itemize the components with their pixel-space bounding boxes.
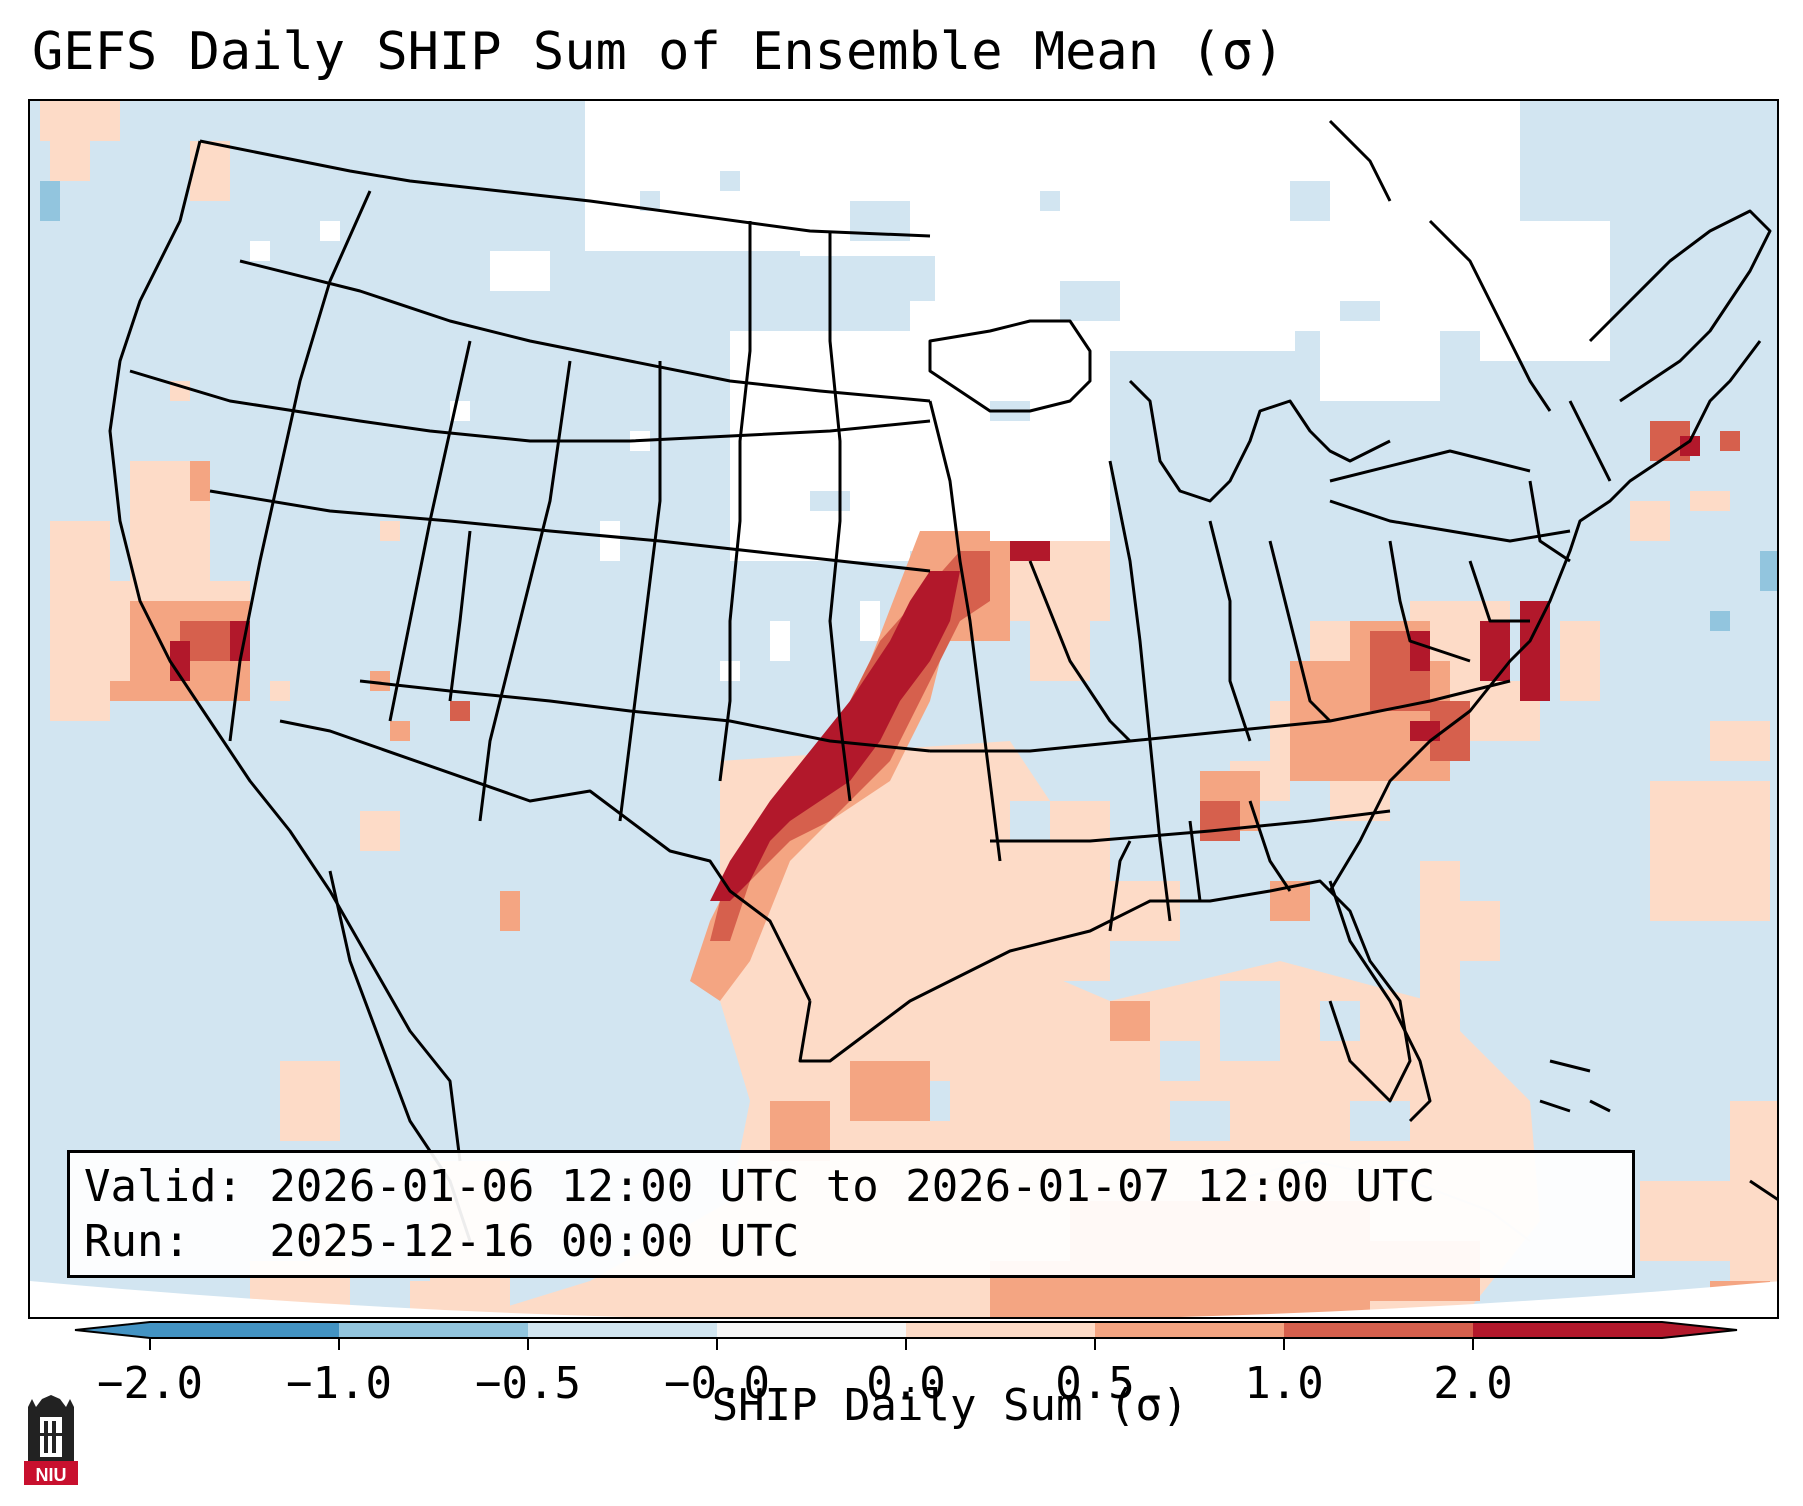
colorbar-outline (74, 1321, 1738, 1339)
colorbar-extend-high (1662, 1322, 1737, 1338)
colorbar-segment (1095, 1322, 1285, 1338)
colorbar-tick-label: −2.0 (97, 1358, 203, 1409)
valid-time-text: Valid: 2026-01-06 12:00 UTC to 2026-01-0… (84, 1161, 1436, 1212)
neutral-region (250, 101, 1610, 681)
colorbar-extend-low (75, 1322, 150, 1338)
colorbar-tick-label: −1.0 (286, 1358, 392, 1409)
colorbar-segment (528, 1322, 718, 1338)
colorbar-segment (1473, 1322, 1663, 1338)
colorbar-segment (1284, 1322, 1474, 1338)
run-time-text: Run: 2025-12-16 00:00 UTC (84, 1216, 800, 1267)
colorbar-tick-label: 1.0 (1244, 1358, 1324, 1409)
globe-edge (30, 1281, 1777, 1317)
colorbar-tick-label: −0.0 (664, 1358, 770, 1409)
colorbar-segment (150, 1322, 340, 1338)
map-title: GEFS Daily SHIP Sum of Ensemble Mean (σ) (32, 22, 1285, 82)
niu-logo: NIU (24, 1395, 78, 1485)
map-panel (28, 99, 1779, 1319)
valid-run-info-box: Valid: 2026-01-06 12:00 UTC to 2026-01-0… (67, 1150, 1635, 1278)
positive-extreme-region (170, 436, 1700, 901)
colorbar-segment (339, 1322, 529, 1338)
colorbar-tick-label: −0.5 (475, 1358, 581, 1409)
colorbar-label: SHIP Daily Sum (σ) (711, 1380, 1189, 1431)
niu-logo-text: NIU (36, 1465, 67, 1485)
colorbar-segment (906, 1322, 1096, 1338)
colorbar-tick-label: 0.0 (866, 1358, 946, 1409)
colorbar-tick-label: 2.0 (1433, 1358, 1513, 1409)
colorbar-tick-label: 0.5 (1055, 1358, 1135, 1409)
map-canvas (30, 101, 1777, 1317)
colorbar-segment (717, 1322, 907, 1338)
